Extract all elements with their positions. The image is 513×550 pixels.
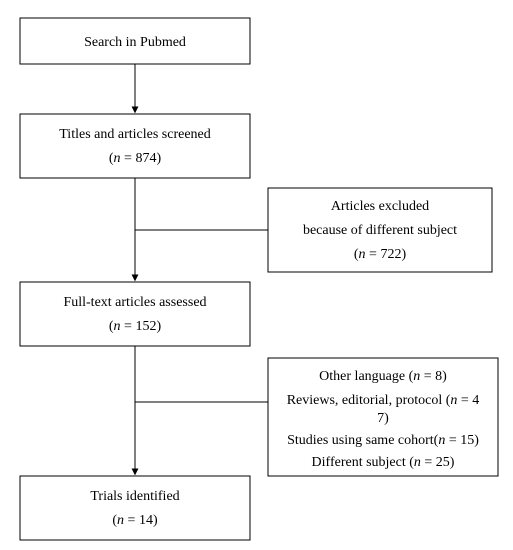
box-search: Search in Pubmed [20, 18, 250, 64]
box-text: Full-text articles assessed [63, 295, 206, 310]
box-trials: Trials identified (n = 14) [20, 476, 250, 540]
box-text: Articles excluded [331, 199, 429, 214]
box-text: (n = 152) [109, 319, 162, 334]
box-fulltext: Full-text articles assessed (n = 152) [20, 282, 250, 346]
box-text: (n = 722) [354, 247, 407, 262]
box-text: Studies using same cohort(n = 15) [287, 433, 479, 448]
box-text: Titles and articles screened [59, 127, 211, 142]
box-text: Different subject (n = 25) [312, 455, 455, 470]
box-screened: Titles and articles screened (n = 874) [20, 114, 250, 178]
box-text: because of different subject [303, 223, 457, 238]
box-excluded2: Other language (n = 8) Reviews, editorial… [268, 358, 498, 476]
box-text: Other language (n = 8) [319, 369, 447, 384]
box-text: (n = 14) [112, 513, 158, 528]
box-excluded1: Articles excluded because of different su… [268, 188, 492, 272]
flowchart: Search in Pubmed Titles and articles scre… [0, 0, 513, 550]
box-text: Reviews, editorial, protocol (n = 4 [287, 393, 480, 408]
box-text: (n = 874) [109, 151, 162, 166]
box-text: Trials identified [90, 489, 179, 504]
box-text: Search in Pubmed [84, 35, 186, 50]
box-text: 7) [377, 411, 389, 426]
